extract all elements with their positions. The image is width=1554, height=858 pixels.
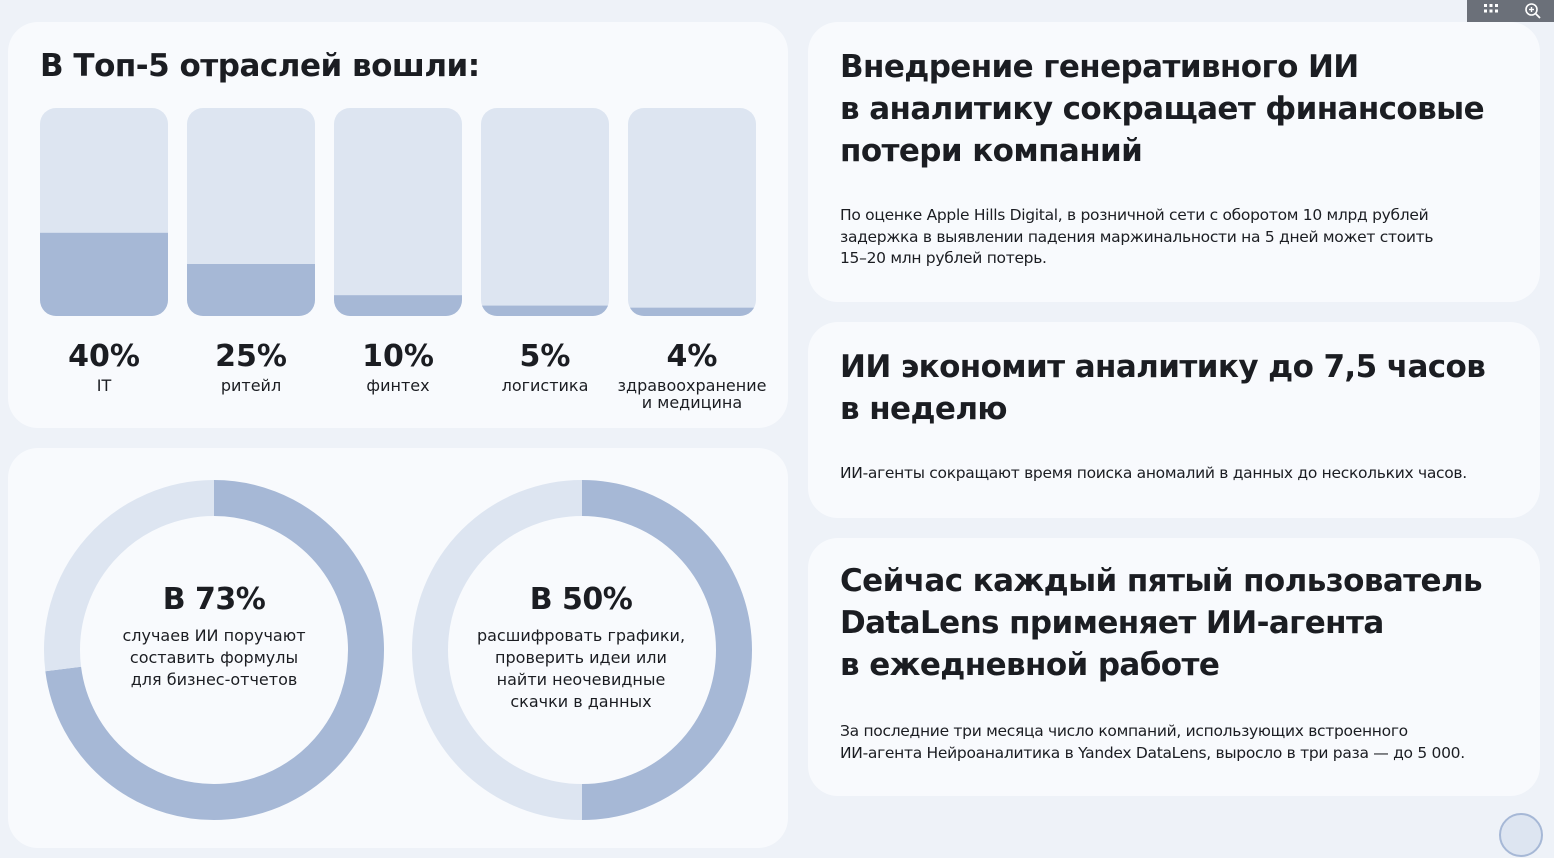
info-card-text: По оценке Apple Hills Digital, в розничн… (840, 205, 1434, 270)
bar-category-label: здравоохранение (618, 376, 767, 395)
bar-category-label: логистика (502, 376, 589, 395)
bar-value-label: 10% (362, 339, 434, 374)
bar-value-label: 4% (667, 339, 718, 374)
text-line: ИИ-агенты сокращают время поиска аномали… (840, 464, 1467, 482)
info-card-title: ИИ экономит аналитику до 7,5 часов в нед… (840, 346, 1486, 430)
donut-1-desc-line: составить формулы (129, 648, 299, 667)
title-line: Сейчас каждый пятый пользователь (840, 563, 1483, 599)
donut-1-center: В 73% случаев ИИ поручают составить форм… (104, 582, 324, 691)
bar-value-label: 25% (215, 339, 287, 374)
bar-category-label: финтех (366, 376, 429, 395)
bar-category-label: ритейл (221, 376, 281, 395)
bar-fill (481, 305, 609, 316)
info-card-text: За последние три месяца число компаний, … (840, 721, 1465, 764)
bar-fill (334, 295, 462, 316)
donut-2-center: В 50% расшифровать графики, проверить ид… (466, 582, 696, 713)
title-line: в аналитику сокращает финансовые (840, 91, 1485, 127)
text-line: ИИ-агента Нейроаналитика в Yandex DataLe… (840, 743, 1465, 762)
text-line: 15–20 млн рублей потерь. (840, 249, 1047, 267)
brand-logo-icon (1499, 813, 1543, 857)
donut-2-desc-line: найти неочевидные (496, 670, 666, 689)
text-line: задержка в выявлении падения маржинально… (840, 227, 1434, 246)
industries-card: В Топ-5 отраслей вошли: 40% IT 25% ритейл 10… (8, 22, 788, 428)
info-card-datalens: Сейчас каждый пятый пользователь DataLen… (808, 538, 1540, 796)
bar-track (628, 108, 756, 316)
donut-2-desc-line: проверить идеи или (495, 648, 667, 667)
info-card-title: Внедрение генеративного ИИ в аналитику с… (840, 46, 1485, 172)
bar-track (334, 108, 462, 316)
info-card-title: Сейчас каждый пятый пользователь DataLen… (840, 560, 1483, 686)
title-line: в неделю (840, 391, 1008, 427)
donut-charts (44, 480, 752, 820)
industries-bar-chart: 40% IT 25% ритейл 10% финтех 5% логистика 4% здра… (40, 108, 767, 412)
bar-category-label: и медицина (642, 393, 742, 412)
donut-2-desc-line: расшифровать графики, (476, 626, 686, 645)
title-line: Внедрение генеративного ИИ (840, 49, 1359, 85)
title-line: потери компаний (840, 133, 1143, 169)
donut-1-slice (45, 480, 384, 820)
bar-track (481, 108, 609, 316)
text-line: По оценке Apple Hills Digital, в розничн… (840, 206, 1429, 224)
bar-category-label: IT (97, 376, 112, 395)
zoom-icon[interactable] (1523, 1, 1543, 21)
donut-2-desc-line: скачки в данных (510, 692, 652, 711)
image-toolbar (1467, 0, 1554, 22)
title-line: ИИ экономит аналитику до 7,5 часов (840, 349, 1486, 385)
grid-icon[interactable] (1481, 1, 1501, 21)
bar-value-label: 40% (68, 339, 140, 374)
donut-2-value: В 50% (529, 582, 633, 617)
bar-fill (187, 264, 315, 316)
info-card-time-saving: ИИ экономит аналитику до 7,5 часов в нед… (808, 322, 1540, 518)
text-line: За последние три месяца число компаний, … (840, 722, 1408, 740)
donuts-card: В 73% случаев ИИ поручают составить форм… (8, 448, 788, 848)
donut-1-desc-line: случаев ИИ поручают (122, 626, 306, 645)
title-line: DataLens применяет ИИ-агента (840, 605, 1384, 641)
info-card-text: ИИ-агенты сокращают время поиска аномали… (840, 463, 1467, 485)
donut-1-desc-line: для бизнес-отчетов (130, 670, 298, 689)
bar-fill (628, 307, 756, 316)
donut-2-slice (581, 480, 752, 820)
bar-fill (40, 232, 168, 316)
donut-1-slice (44, 480, 215, 672)
donut-1-value: В 73% (162, 582, 266, 617)
donut-2-slice (412, 480, 583, 820)
info-card-losses: Внедрение генеративного ИИ в аналитику с… (808, 22, 1540, 302)
title-line: в ежедневной работе (840, 647, 1220, 683)
bar-value-label: 5% (520, 339, 571, 374)
industries-title: В Топ-5 отраслей вошли: (40, 48, 480, 84)
